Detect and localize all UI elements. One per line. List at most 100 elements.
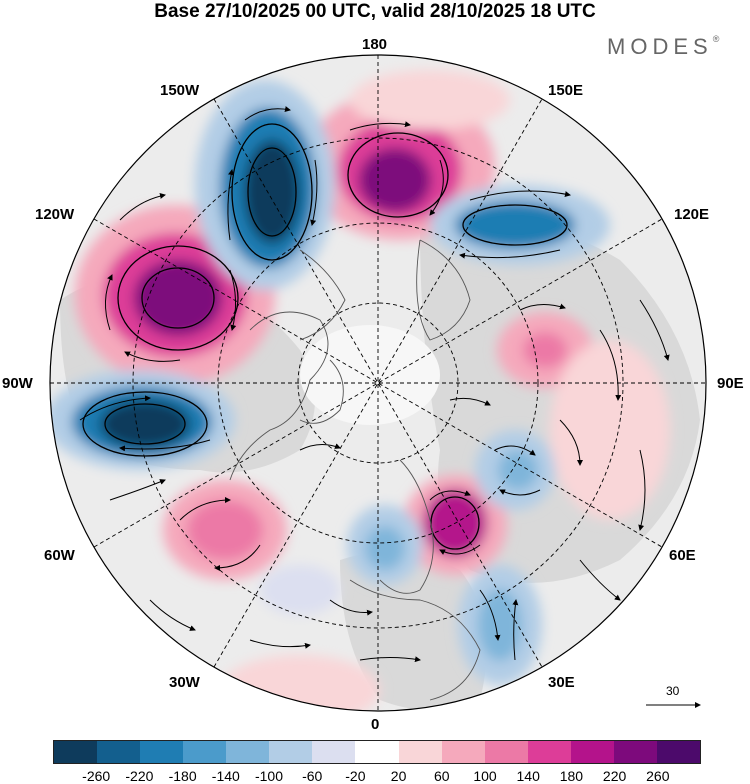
negative-anomaly-150w-core	[244, 140, 300, 244]
colorbar-tick-label: -180	[168, 768, 197, 784]
wind-vector	[229, 269, 237, 331]
contour-150w	[231, 123, 313, 261]
colorbar-swatch	[656, 741, 700, 763]
meridian-30w-150e	[213, 98, 543, 668]
wind-vector	[109, 479, 166, 501]
wind-vector	[479, 589, 501, 641]
lon-label-120e: 120E	[674, 206, 710, 223]
positive-anomaly-north-edge	[350, 70, 510, 130]
meridian-150w-30e	[213, 98, 543, 668]
wind-vector	[439, 544, 481, 555]
contour-120w-inner	[141, 267, 215, 329]
coast-greenland	[299, 359, 344, 424]
arctic-ocean	[300, 325, 440, 425]
wind-vector	[227, 169, 234, 241]
wind-vector	[359, 656, 421, 663]
lon-label-180: 180	[362, 36, 388, 53]
wind-vector	[429, 159, 444, 216]
colorbar-swatch	[355, 741, 399, 763]
contour-120e	[462, 204, 568, 246]
colorbar-ticks: -260 -220 -180 -140 -100 -60 -20 20 60 100 140 180 2…	[0, 768, 750, 784]
lon-label-60e: 60E	[669, 547, 696, 564]
positive-anomaly-asia-core	[523, 332, 567, 368]
colorbar-swatch	[269, 741, 313, 763]
latitude-circle-mid	[217, 222, 539, 544]
wind-vector	[599, 329, 622, 401]
wind-vector	[638, 449, 646, 531]
negative-anomaly-atlantic	[260, 565, 340, 615]
map-border	[49, 54, 707, 712]
wind-vector	[494, 445, 536, 456]
negative-anomaly-0-north-core	[365, 526, 405, 570]
contour-90w-inner	[104, 403, 186, 445]
lon-label-120w: 120W	[35, 206, 75, 223]
colorbar	[53, 740, 701, 764]
colorbar-swatch	[312, 741, 356, 763]
positive-anomaly-180-core	[359, 148, 431, 212]
colorbar-swatch	[140, 741, 184, 763]
wind-vector	[214, 544, 261, 571]
map-disk	[50, 55, 706, 711]
colorbar-tick-label: 140	[516, 768, 540, 784]
wind-vector	[149, 599, 196, 631]
wind-vector	[469, 190, 571, 201]
coastlines	[229, 239, 481, 701]
positive-anomaly-east	[550, 340, 670, 520]
lon-label-30e: 30E	[548, 674, 575, 691]
coast-north-america	[229, 311, 329, 481]
colorbar-swatch	[226, 741, 270, 763]
colorbar-swatch	[441, 741, 485, 763]
wind-vector	[459, 249, 561, 259]
contour-180	[347, 132, 449, 218]
contour-120w	[117, 245, 239, 351]
wind-vector	[179, 497, 231, 521]
meridian-60w-120e	[93, 218, 663, 548]
colorbar-tick-label: -100	[254, 768, 284, 784]
colorbar-tick-label: -220	[125, 768, 154, 784]
colorbar-tick-label: 180	[559, 768, 584, 784]
lon-label-30w: 30W	[169, 674, 200, 691]
lon-label-90w: 90W	[2, 375, 33, 392]
wind-vectors	[79, 106, 670, 663]
land-europe-africa	[340, 552, 487, 710]
wind-vector	[105, 274, 113, 331]
latitude-circle-outer	[132, 137, 624, 629]
wind-vector	[329, 599, 373, 616]
coast-alaska	[299, 249, 346, 341]
page-title: Base 27/10/2025 00 UTC, valid 28/10/2025…	[154, 1, 596, 22]
colorbar-tick-label: 60	[434, 768, 450, 784]
modes-logo: MODES®	[607, 34, 719, 60]
wind-vector	[429, 490, 471, 501]
wind-vector	[349, 121, 411, 131]
colorbar-swatch	[613, 741, 657, 763]
colorbar-tick-label: -60	[302, 768, 323, 784]
negative-anomaly-60e-core	[498, 450, 538, 490]
colorbar-swatch	[398, 741, 442, 763]
colorbar-swatch	[570, 741, 614, 763]
brand-mark: ®	[712, 34, 720, 44]
positive-anomaly-60w	[187, 500, 263, 560]
wind-vector	[299, 443, 341, 451]
brand-name: MODES	[607, 34, 713, 59]
positive-anomaly-120w-core	[134, 260, 222, 336]
wind-vector	[79, 395, 151, 421]
wind-vector	[559, 419, 583, 466]
wind-vector	[519, 303, 566, 311]
negative-anomaly-120e	[455, 201, 575, 249]
wind-vector	[310, 159, 318, 226]
wind-vector	[639, 299, 670, 361]
lon-label-150w: 150W	[160, 82, 200, 99]
lon-label-150e: 150E	[548, 82, 584, 99]
positive-anomaly-south-edge	[220, 655, 380, 711]
contour-90w	[82, 391, 208, 457]
wind-vector	[119, 439, 211, 452]
colorbar-tick-label: -140	[211, 768, 240, 784]
coast-mediterranean	[349, 579, 481, 701]
reference-vector-label: 30	[666, 684, 680, 698]
wind-vector	[119, 193, 166, 221]
colorbar-swatch	[527, 741, 571, 763]
coast-scandinavia	[379, 459, 434, 594]
colorbar-tick-label: -260	[82, 768, 111, 784]
wind-vector	[512, 599, 519, 661]
negative-anomaly-90w-core	[100, 400, 190, 448]
